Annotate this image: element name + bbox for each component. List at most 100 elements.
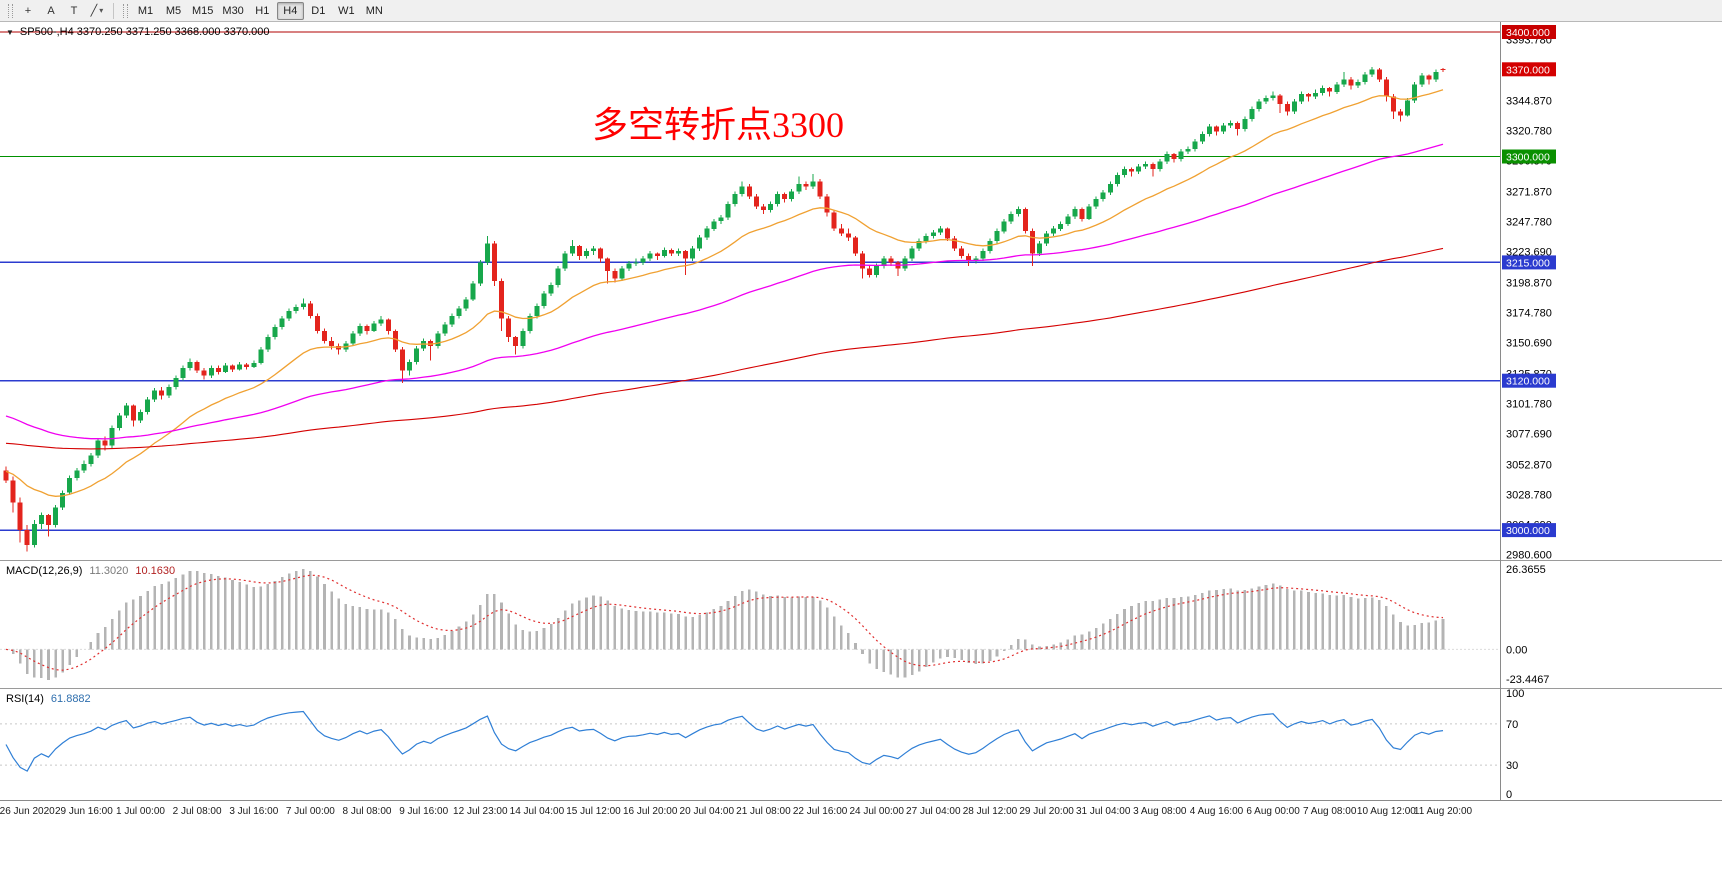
timeframe-button-h1[interactable]: H1 [255,4,270,17]
svg-text:3320.780: 3320.780 [1506,126,1552,138]
macd-histogram [11,569,1445,680]
timeframe-button-mn[interactable]: MN [365,4,383,17]
time-label: 3 Aug 08:00 [1133,806,1187,817]
time-label: 8 Jul 08:00 [342,806,392,817]
time-label: 28 Jul 12:00 [962,806,1018,817]
rsi-canvas: 100 70 30 0 [0,689,1524,800]
svg-text:3101.780: 3101.780 [1506,398,1552,410]
svg-text:3028.780: 3028.780 [1506,489,1552,501]
time-label: 31 Jul 04:00 [1075,806,1131,817]
time-label: 16 Jul 20:00 [622,806,678,817]
time-label: 27 Jul 04:00 [906,806,961,817]
macd-indicator-panel[interactable]: 26.3655 0.00 -23.4467 MACD(12,26,9) 11.302… [0,560,1722,688]
time-label: 3 Jul 16:00 [229,806,279,817]
symbol-ohlc-text: SP500-,H4 3370.250 3371.250 3368.000 337… [19,26,270,38]
time-label: 29 Jul 20:00 [1019,806,1074,817]
time-label: 11 Aug 20:00 [1413,806,1473,817]
time-label: 20 Jul 04:00 [679,806,735,817]
macd-signal-line [5,574,1444,671]
toolbar-grip[interactable] [123,3,128,18]
time-label: 10 Aug 12:00 [1356,806,1416,817]
time-label: 9 Jul 16:00 [399,806,449,817]
rsi-name: RSI(14) [6,693,44,705]
svg-text:3052.870: 3052.870 [1506,459,1552,471]
text-label-tool[interactable]: A [47,4,55,17]
macd-scale-label: 26.3655 [1506,564,1546,576]
timeframe-buttons-group: M1 M5 M15 M30 H1 H4 D1 W1 MN [132,1,388,20]
time-label: 4 Aug 16:00 [1189,806,1244,817]
time-label: 15 Jul 12:00 [566,806,621,817]
collapse-arrow-icon[interactable]: ▼ [6,27,14,37]
timeframe-button-m15[interactable]: M15 [192,4,214,17]
svg-text:3120.000: 3120.000 [1506,376,1550,388]
svg-text:3344.870: 3344.870 [1506,96,1552,108]
toolbar-grip[interactable] [8,3,13,18]
timeframe-button-m1[interactable]: M1 [137,4,154,17]
toolbar-separator [113,2,114,19]
rsi-value: 61.8882 [50,693,91,705]
moving-average-line-75 [5,143,1444,440]
timeframe-button-h4[interactable]: H4 [276,1,304,20]
time-label: 22 Jul 16:00 [792,806,848,817]
dropdown-arrow-icon: ▾ [99,6,104,15]
time-label: 14 Jul 04:00 [509,806,565,817]
svg-text:3271.870: 3271.870 [1506,187,1552,199]
timeframe-button-m5[interactable]: M5 [165,4,182,17]
timeframe-button-m30[interactable]: M30 [222,4,244,17]
draw-line-tool[interactable]: ╱ ▾ [90,5,104,17]
svg-text:3247.780: 3247.780 [1506,217,1552,229]
svg-text:3400.000: 3400.000 [1506,27,1550,39]
timeframe-button-w1[interactable]: W1 [338,4,355,17]
level-lines [0,31,1500,531]
svg-text:3150.690: 3150.690 [1506,337,1552,349]
time-label: 6 Aug 00:00 [1246,806,1300,817]
macd-signal-value: 10.1630 [135,565,176,577]
svg-text:3300.000: 3300.000 [1506,152,1550,164]
rsi-scale-label: 70 [1506,719,1518,731]
time-label: 2 Jul 08:00 [172,806,222,817]
svg-text:2980.600: 2980.600 [1506,549,1552,560]
rsi-label: RSI(14) 61.8882 [6,693,91,705]
time-label: 26 Jun 2020 [0,806,55,817]
candles [3,66,1446,552]
rsi-line [5,710,1444,772]
macd-name: MACD(12,26,9) [6,565,83,577]
chart-annotation-text: 多空转折点3300 [592,105,845,145]
svg-text:3174.780: 3174.780 [1506,307,1552,319]
price-scale-divider [1500,22,1501,800]
svg-text:3198.870: 3198.870 [1506,277,1552,289]
svg-text:3000.000: 3000.000 [1506,525,1550,537]
time-label: 7 Aug 08:00 [1302,806,1357,817]
macd-scale-label: 0.00 [1506,644,1527,656]
moving-average-line-230 [5,247,1444,450]
rsi-scale-label: 0 [1506,789,1512,800]
rsi-indicator-panel[interactable]: 100 70 30 0 RSI(14) 61.8882 [0,688,1722,800]
time-label: 29 Jun 16:00 [54,806,113,817]
crosshair-tool[interactable]: + [24,4,32,17]
timeframe-button-d1[interactable]: D1 [311,4,326,17]
price-scale-labels: 3393.7803344.8703320.7803296.8703271.870… [1506,35,1552,560]
price-chart-panel[interactable]: 3393.7803344.8703320.7803296.8703271.870… [0,22,1722,560]
macd-value: 11.3020 [89,565,129,577]
time-label: 12 Jul 23:00 [453,806,508,817]
svg-text:3215.000: 3215.000 [1506,257,1550,269]
macd-scale-label: -23.4467 [1506,674,1549,686]
text-box-tool[interactable]: T [70,4,78,17]
time-label: 1 Jul 00:00 [116,806,165,817]
svg-text:3370.000: 3370.000 [1506,64,1550,76]
tool-buttons-group: + A T ╱ ▾ [17,2,108,20]
macd-label: MACD(12,26,9) 11.3020 10.1630 [6,565,175,577]
time-label: 24 Jul 00:00 [849,806,904,817]
rsi-scale-label: 100 [1506,689,1524,700]
moving-average-line-20 [5,89,1444,497]
toolbar: + A T ╱ ▾ M1 M5 M15 M30 H1 H4 D1 W1 MN [0,0,1722,22]
time-axis: 26 Jun 2020 29 Jun 16:00 1 Jul 00:00 2 Jul … [0,800,1722,826]
price-chart-canvas[interactable]: 3393.7803344.8703320.7803296.8703271.870… [0,22,1722,560]
time-label: 7 Jul 00:00 [285,806,335,817]
macd-canvas: 26.3655 0.00 -23.4467 [0,564,1549,686]
svg-text:3077.690: 3077.690 [1506,428,1552,440]
symbol-ohlc-line: ▼ SP500-,H4 3370.250 3371.250 3368.000 3… [6,26,269,38]
time-label: 21 Jul 08:00 [736,806,791,817]
price-badges: 3400.000 3300.000 3215.000 3120.000 3000.000… [1502,25,1556,538]
